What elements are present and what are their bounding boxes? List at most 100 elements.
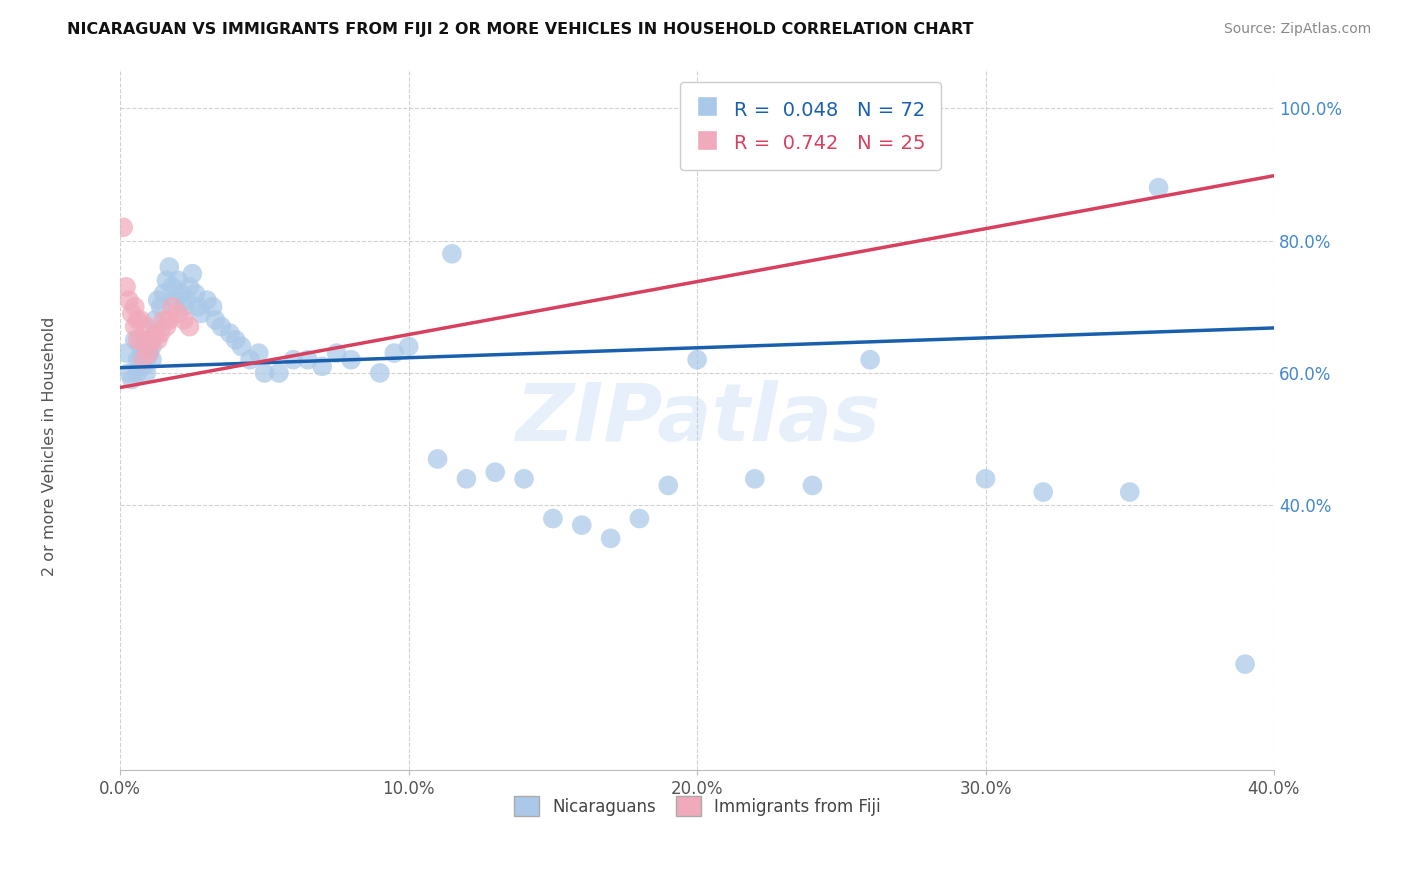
Point xyxy=(541,511,564,525)
Point xyxy=(157,313,180,327)
Point xyxy=(398,339,420,353)
Point xyxy=(115,280,138,294)
Point xyxy=(974,472,997,486)
Point xyxy=(115,346,138,360)
Point xyxy=(138,346,160,360)
Point xyxy=(599,532,621,546)
Point xyxy=(187,300,209,314)
Point xyxy=(135,339,157,353)
Legend: Nicaraguans, Immigrants from Fiji: Nicaraguans, Immigrants from Fiji xyxy=(505,788,889,825)
Point xyxy=(143,326,166,341)
Point xyxy=(167,273,190,287)
Point xyxy=(744,472,766,486)
Point xyxy=(127,352,149,367)
Point xyxy=(340,352,363,367)
Point xyxy=(173,313,195,327)
Point xyxy=(225,333,247,347)
Point xyxy=(118,366,141,380)
Point xyxy=(184,286,207,301)
Point xyxy=(152,286,174,301)
Point xyxy=(146,333,169,347)
Point xyxy=(129,333,152,347)
Point xyxy=(132,359,155,374)
Point xyxy=(170,286,193,301)
Point xyxy=(143,313,166,327)
Point xyxy=(124,300,146,314)
Point xyxy=(127,366,149,380)
Point xyxy=(127,313,149,327)
Text: Source: ZipAtlas.com: Source: ZipAtlas.com xyxy=(1223,22,1371,37)
Point xyxy=(231,339,253,353)
Point xyxy=(859,352,882,367)
Point xyxy=(1234,657,1257,672)
Point xyxy=(686,352,709,367)
Point xyxy=(155,273,177,287)
Point xyxy=(143,326,166,341)
Point xyxy=(132,352,155,367)
Point xyxy=(165,293,187,307)
Point xyxy=(201,300,224,314)
Point xyxy=(167,306,190,320)
Point xyxy=(141,339,163,353)
Point xyxy=(157,260,180,274)
Point xyxy=(124,333,146,347)
Point xyxy=(179,280,201,294)
Point xyxy=(135,319,157,334)
Point xyxy=(297,352,319,367)
Point xyxy=(155,319,177,334)
Point xyxy=(135,352,157,367)
Point xyxy=(124,319,146,334)
Point xyxy=(141,352,163,367)
Point xyxy=(160,280,183,294)
Point xyxy=(132,346,155,360)
Point xyxy=(311,359,333,374)
Point xyxy=(484,465,506,479)
Point xyxy=(426,452,449,467)
Point xyxy=(138,346,160,360)
Point xyxy=(283,352,305,367)
Point xyxy=(219,326,242,341)
Point xyxy=(382,346,405,360)
Point xyxy=(209,319,232,334)
Point xyxy=(456,472,478,486)
Point xyxy=(1147,180,1170,194)
Point xyxy=(127,333,149,347)
Point xyxy=(239,352,262,367)
Point xyxy=(152,313,174,327)
Point xyxy=(141,333,163,347)
Point xyxy=(176,293,198,307)
Point xyxy=(267,366,290,380)
Point xyxy=(253,366,276,380)
Text: NICARAGUAN VS IMMIGRANTS FROM FIJI 2 OR MORE VEHICLES IN HOUSEHOLD CORRELATION C: NICARAGUAN VS IMMIGRANTS FROM FIJI 2 OR … xyxy=(67,22,974,37)
Point xyxy=(325,346,347,360)
Point xyxy=(129,352,152,367)
Point xyxy=(628,511,651,525)
Text: 2 or more Vehicles in Household: 2 or more Vehicles in Household xyxy=(42,317,56,575)
Point xyxy=(204,313,226,327)
Point xyxy=(440,247,463,261)
Point xyxy=(247,346,270,360)
Point xyxy=(657,478,679,492)
Point xyxy=(1032,485,1054,500)
Point xyxy=(118,293,141,307)
Point xyxy=(571,518,593,533)
Point xyxy=(181,267,204,281)
Point xyxy=(121,306,143,320)
Point xyxy=(121,373,143,387)
Point xyxy=(368,366,391,380)
Text: ZIPatlas: ZIPatlas xyxy=(515,380,880,458)
Point xyxy=(129,339,152,353)
Point xyxy=(149,326,172,341)
Point xyxy=(173,300,195,314)
Point xyxy=(801,478,824,492)
Point xyxy=(190,306,212,320)
Point xyxy=(135,366,157,380)
Point xyxy=(149,300,172,314)
Point xyxy=(138,333,160,347)
Point xyxy=(129,313,152,327)
Point xyxy=(112,220,135,235)
Point xyxy=(179,319,201,334)
Point xyxy=(160,300,183,314)
Point xyxy=(513,472,536,486)
Point xyxy=(146,293,169,307)
